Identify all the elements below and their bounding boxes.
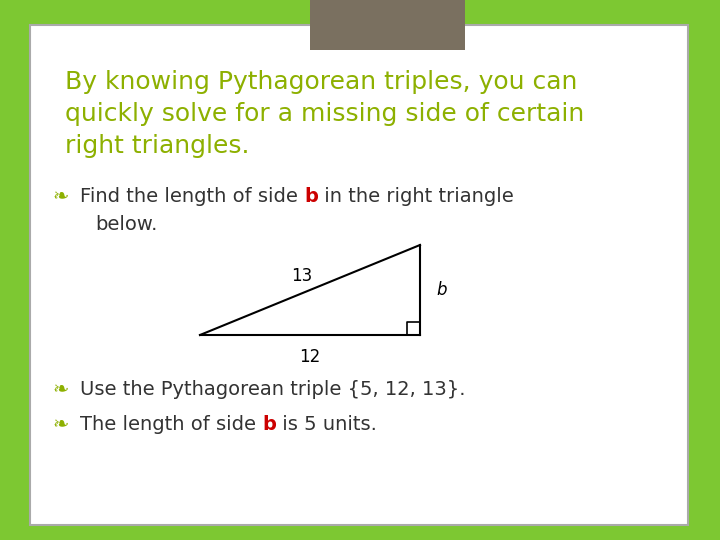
Text: b: b — [304, 187, 318, 206]
Text: b: b — [437, 281, 447, 299]
FancyBboxPatch shape — [310, 0, 465, 50]
Text: 12: 12 — [300, 348, 320, 366]
Text: ❧: ❧ — [52, 415, 68, 434]
Text: right triangles.: right triangles. — [65, 134, 250, 158]
Text: By knowing Pythagorean triples, you can: By knowing Pythagorean triples, you can — [65, 70, 577, 94]
Text: quickly solve for a missing side of certain: quickly solve for a missing side of cert… — [65, 102, 584, 126]
Text: The length of side: The length of side — [80, 415, 262, 434]
Text: ❧: ❧ — [52, 187, 68, 206]
Text: Find the length of side: Find the length of side — [80, 187, 304, 206]
Text: below.: below. — [95, 215, 158, 234]
Text: ❧: ❧ — [52, 380, 68, 399]
FancyBboxPatch shape — [30, 25, 688, 525]
Text: Use the Pythagorean triple {5, 12, 13}.: Use the Pythagorean triple {5, 12, 13}. — [80, 380, 466, 399]
Text: 13: 13 — [292, 267, 312, 285]
Text: is 5 units.: is 5 units. — [276, 415, 377, 434]
Text: b: b — [262, 415, 276, 434]
Text: in the right triangle: in the right triangle — [318, 187, 514, 206]
